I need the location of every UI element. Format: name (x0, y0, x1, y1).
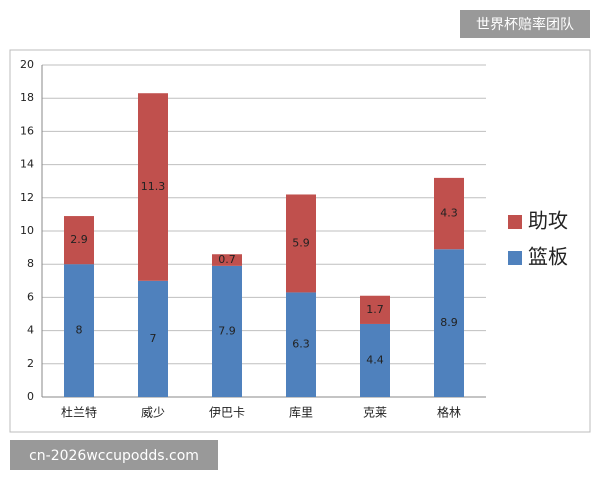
y-tick-label: 6 (27, 290, 34, 303)
bar-segment (360, 295, 390, 324)
legend-label: 助攻 (528, 209, 568, 233)
bar-segment (286, 292, 316, 397)
y-tick-label: 4 (27, 324, 34, 337)
bar-segment (360, 323, 390, 397)
y-tick-label: 2 (27, 357, 34, 370)
value-label: 6.3 (292, 338, 310, 351)
bar-segment (64, 264, 94, 397)
x-tick-label: 威少 (141, 406, 165, 420)
bar-segment (286, 194, 316, 293)
y-tick-label: 14 (20, 158, 34, 171)
x-tick-label: 伊巴卡 (209, 406, 245, 420)
value-label: 4.3 (440, 207, 458, 220)
legend-swatch (508, 215, 522, 229)
watermark: cn-2026wccupodds.com (29, 448, 199, 464)
y-tick-label: 8 (27, 257, 34, 270)
bar-segment (212, 265, 242, 397)
y-tick-label: 10 (20, 224, 34, 237)
legend-label: 篮板 (528, 245, 568, 269)
bar-segment (138, 93, 168, 281)
value-label: 4.4 (366, 353, 384, 366)
x-tick-label: 格林 (437, 405, 461, 420)
watermark-box (460, 10, 590, 38)
bar-segment (434, 249, 464, 397)
y-tick-label: 20 (20, 58, 34, 71)
y-tick-label: 0 (27, 390, 34, 403)
y-tick-label: 16 (20, 124, 34, 137)
x-tick-label: 克莱 (363, 406, 387, 420)
value-label: 1.7 (366, 303, 384, 316)
y-tick-label: 12 (20, 191, 34, 204)
value-label: 2.9 (70, 233, 88, 246)
legend-swatch (508, 251, 522, 265)
bar-segment (434, 177, 464, 250)
x-tick-label: 库里 (289, 405, 313, 420)
y-tick-label: 18 (20, 91, 34, 104)
bar-segment (212, 254, 242, 266)
watermark: 世界杯赔率团队 (476, 16, 574, 33)
value-label: 11.3 (141, 180, 166, 193)
watermark-box (10, 440, 218, 470)
value-label: 5.9 (292, 236, 310, 249)
value-label: 7 (150, 332, 157, 345)
value-label: 8.9 (440, 316, 458, 329)
x-tick-label: 杜兰特 (61, 405, 97, 420)
value-label: 7.9 (218, 324, 236, 337)
bar-segment (64, 216, 94, 265)
value-label: 8 (76, 324, 83, 337)
value-label: 0.7 (218, 253, 236, 266)
bar-segment (138, 280, 168, 397)
